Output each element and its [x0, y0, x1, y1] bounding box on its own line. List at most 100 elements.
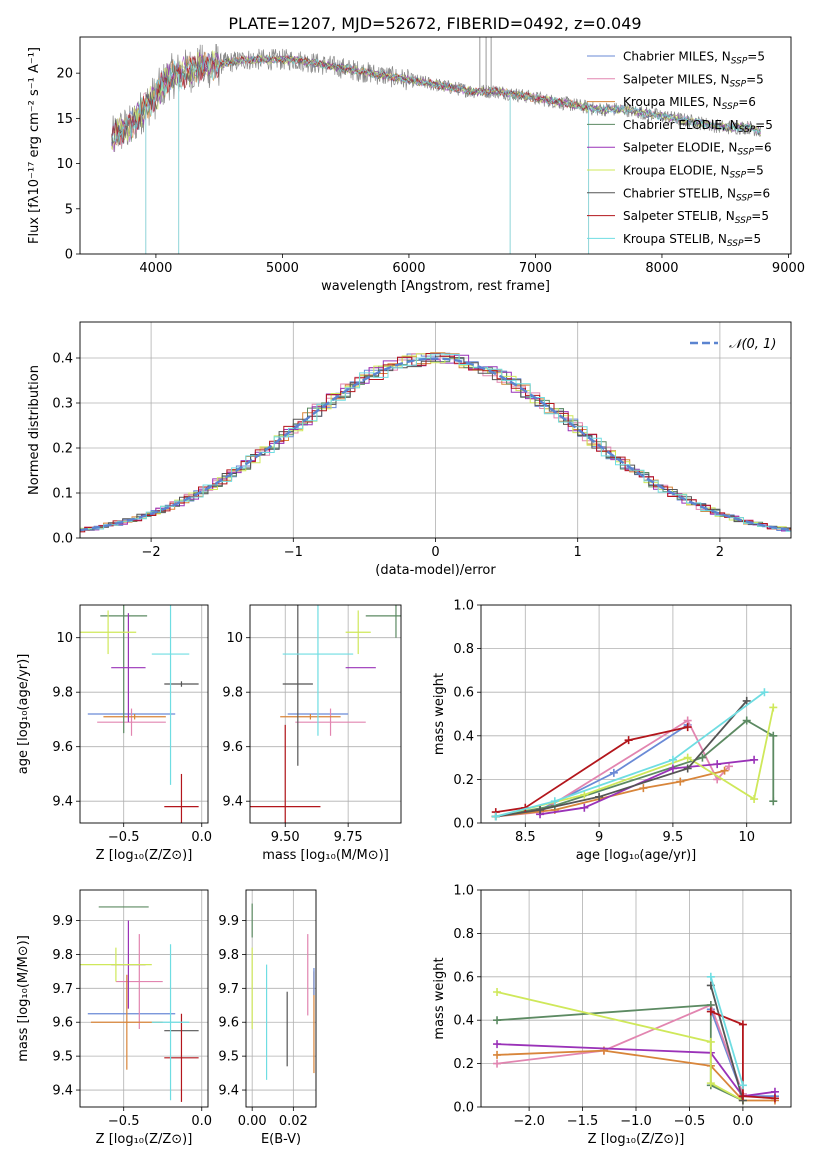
- axes-frame: [245, 889, 317, 1108]
- mass-weight-line-8: [710, 1010, 776, 1100]
- mass-weight-line-2: [495, 719, 730, 818]
- mass-weight-line-4: [495, 719, 775, 818]
- y-tick-label: 1.0: [453, 599, 474, 614]
- legend-label: Chabrier MILES, NSSP=5: [623, 50, 765, 67]
- plot-area: [111, 37, 761, 254]
- y-tick-label: 9.9: [52, 914, 73, 929]
- y-tick-label: 0.8: [453, 642, 474, 657]
- plus-marker: [668, 755, 677, 764]
- y-tick-label: 0.0: [52, 532, 73, 547]
- errorbar-point-salpeter-miles: [295, 708, 366, 736]
- plus-marker: [738, 1081, 747, 1090]
- x-tick-label: 0.0: [733, 1114, 754, 1129]
- plus-marker: [706, 972, 715, 981]
- residual-histogram-5: [80, 354, 791, 532]
- y-tick-label: 9.8: [52, 948, 73, 963]
- y-tick-label: 9.4: [52, 795, 73, 810]
- y-axis-label: Normed distribution: [27, 365, 42, 495]
- mass-weight-line-9: [709, 976, 744, 1086]
- x-tick-label: −0.5: [108, 830, 140, 845]
- plus-marker: [750, 795, 759, 804]
- x-tick-label: 9.5: [663, 830, 684, 845]
- panel-residuals: −2 −1 0 1 2 0.0 0.1 0.2 0.3 0.4 (data-model)/error…: [27, 321, 792, 578]
- y-tick-label: 9.6: [222, 740, 243, 755]
- errorbar-point-kroupa-stelib: [151, 944, 190, 1101]
- x-axis-label: Z [log₁₀(Z/Z⊙)]: [96, 1132, 193, 1147]
- y-tick-label: 9.6: [218, 1016, 239, 1031]
- errorbar-point-kroupa-stelib: [151, 605, 190, 785]
- plus-marker: [760, 688, 769, 697]
- y-tick-label: 10: [56, 157, 73, 172]
- plus-marker: [742, 716, 751, 725]
- x-tick-label: −2.0: [513, 1114, 545, 1129]
- y-tick-label: 9.8: [218, 948, 239, 963]
- panel-massweight-vs-z: −2.0 −1.5 −1.0 −0.5 0.0 0.0 0.2 0.4 0.6 0.8 1.0 Z […: [432, 884, 792, 1147]
- plus-marker: [706, 1007, 715, 1016]
- plus-marker: [580, 790, 589, 799]
- panel-age-vs-z: −0.5 0.0 9.4 9.6 9.8 10 Z [log₁₀(Z/Z⊙)] age [lo…: [16, 604, 212, 863]
- plus-marker: [493, 1016, 502, 1025]
- spectrum-legend: Chabrier MILES, NSSP=5 Salpeter MILES, NS…: [587, 50, 773, 249]
- x-tick-label: 2: [716, 545, 724, 560]
- plus-marker: [624, 736, 633, 745]
- panel-mass-vs-z: −0.5 0.0 9.4 9.5 9.6 9.7 9.8 9.9 Z [log₁₀(Z/Z⊙)]…: [16, 889, 212, 1147]
- errorbar-point-salpeter-miles: [115, 934, 163, 1030]
- mass-weight-line-5: [496, 1043, 776, 1098]
- plus-marker: [742, 696, 751, 705]
- errorbar-point-kroupa-miles: [280, 714, 341, 720]
- x-tick-label: 0.0: [191, 830, 212, 845]
- y-tick-label: 0.0: [453, 1101, 474, 1116]
- x-tick-label: 9.50: [271, 830, 300, 845]
- axes-frame: [79, 889, 209, 1108]
- residual-histogram-9: [80, 353, 791, 532]
- x-tick-label: 4000: [139, 261, 172, 276]
- plot-area: [80, 890, 208, 1107]
- plus-marker: [639, 784, 648, 793]
- errorbar-point-chabrier-stelib: [282, 605, 313, 766]
- mass-weight-line-2: [496, 1003, 744, 1095]
- model-fit-8: [111, 54, 589, 145]
- y-tick-label: 20: [56, 67, 73, 82]
- errorbar-point-salpeter-miles: [97, 708, 166, 736]
- x-axis-label: E(B-V): [261, 1132, 301, 1147]
- figure-title: PLATE=1207, MJD=52672, FIBERID=0492, z=0…: [228, 14, 641, 33]
- errorbar-point-kroupa-miles: [103, 714, 166, 720]
- legend-label: Chabrier STELIB, NSSP=6: [623, 186, 770, 203]
- model-fit-9: [111, 54, 761, 143]
- x-tick-label: −2: [142, 545, 161, 560]
- y-tick-label: 9.5: [218, 1050, 239, 1065]
- errorbar-point-salpeter-stelib: [164, 1013, 199, 1102]
- y-tick-label: 9.5: [52, 1050, 73, 1065]
- plot-area: [80, 605, 208, 823]
- y-tick-label: 0.4: [453, 1014, 474, 1029]
- plus-marker: [491, 812, 500, 821]
- errorbar-point-kroupa-elodie: [345, 610, 371, 655]
- plus-marker: [493, 987, 502, 996]
- y-tick-label: 0.2: [453, 773, 474, 788]
- errorbar-point-kroupa-elodie: [80, 947, 152, 982]
- panel-mass-vs-ebv: 0.00 0.02 9.4 9.5 9.6 9.7 9.8 9.9 E(B-V): [218, 889, 317, 1147]
- plus-marker: [683, 764, 692, 773]
- plus-marker: [698, 753, 707, 762]
- x-tick-label: 0.0: [191, 1114, 212, 1129]
- plus-marker: [725, 762, 733, 771]
- plus-marker: [580, 803, 589, 812]
- plus-marker: [750, 755, 759, 764]
- x-axis-label: wavelength [Angstrom, rest frame]: [321, 279, 550, 294]
- y-tick-label: 9.6: [52, 1016, 73, 1031]
- plot-area: [246, 890, 316, 1107]
- y-tick-label: 0: [65, 248, 73, 263]
- y-tick-label: 0.8: [453, 927, 474, 942]
- x-tick-label: 9000: [772, 261, 805, 276]
- legend-label: Salpeter MILES, NSSP=5: [623, 72, 764, 89]
- y-tick-label: 0.1: [52, 487, 73, 502]
- plus-marker: [738, 1092, 747, 1101]
- y-tick-label: 0.4: [52, 352, 73, 367]
- plus-marker: [683, 753, 692, 762]
- plot-area: [80, 322, 791, 538]
- plus-marker: [769, 731, 778, 740]
- y-tick-label: 0.2: [453, 1057, 474, 1072]
- legend-label: 𝒩(0, 1): [729, 337, 776, 352]
- x-tick-label: 0: [431, 545, 439, 560]
- y-tick-label: 0.4: [453, 729, 474, 744]
